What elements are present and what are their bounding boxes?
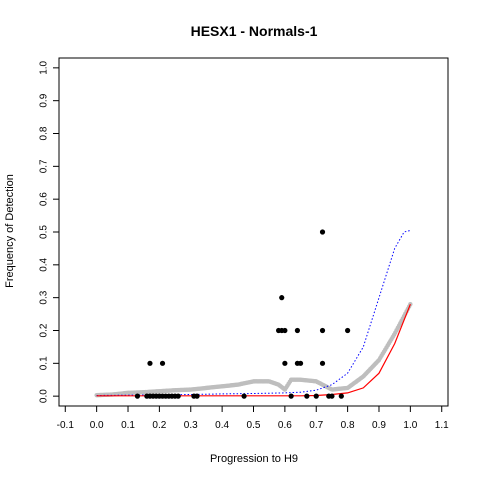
y-tick-label: 1.0 bbox=[39, 60, 50, 74]
data-point bbox=[241, 393, 247, 399]
chart-title: HESX1 - Normals-1 bbox=[191, 23, 318, 39]
data-point bbox=[194, 393, 200, 399]
x-tick-label: 0.9 bbox=[372, 420, 386, 431]
x-tick-label: 0.3 bbox=[184, 420, 198, 431]
fitted-curve-blue bbox=[96, 229, 411, 396]
data-point bbox=[338, 393, 344, 399]
y-tick-label: 0.2 bbox=[39, 323, 50, 337]
data-point bbox=[329, 393, 335, 399]
data-point bbox=[175, 393, 181, 399]
data-point bbox=[134, 393, 141, 399]
data-point bbox=[147, 360, 153, 366]
data-point bbox=[319, 327, 326, 334]
y-tick-label: 0.9 bbox=[39, 93, 50, 107]
data-point bbox=[304, 393, 310, 399]
x-tick-label: 0.5 bbox=[247, 420, 261, 431]
x-tick-label: 1.0 bbox=[403, 420, 417, 431]
x-tick-label: 1.1 bbox=[435, 420, 449, 431]
x-tick-label: 0.6 bbox=[278, 420, 292, 431]
data-point bbox=[159, 360, 166, 366]
data-point bbox=[282, 360, 288, 366]
x-tick-label: 0.0 bbox=[90, 420, 104, 431]
data-point bbox=[319, 360, 326, 366]
series-layer bbox=[94, 229, 413, 399]
y-tick-label: 0.0 bbox=[39, 389, 50, 403]
data-point bbox=[294, 327, 301, 334]
data-point bbox=[313, 393, 319, 399]
observed-points bbox=[134, 229, 351, 399]
data-point bbox=[345, 327, 351, 334]
x-tick-label: 0.7 bbox=[309, 420, 323, 431]
x-tick-label: 0.2 bbox=[152, 420, 166, 431]
data-point bbox=[319, 229, 326, 235]
y-tick-label: 0.1 bbox=[39, 356, 50, 370]
x-tick-label: 0.8 bbox=[341, 420, 355, 431]
data-point bbox=[288, 393, 294, 399]
data-point bbox=[279, 295, 285, 301]
smoothed-frequency-band bbox=[94, 302, 413, 398]
y-tick-label: 0.8 bbox=[39, 126, 50, 140]
y-tick-label: 0.3 bbox=[39, 290, 50, 304]
y-tick-label: 0.5 bbox=[39, 225, 50, 239]
x-tick-label: 0.1 bbox=[121, 420, 135, 431]
y-axis-label: Frequency of Detection bbox=[4, 174, 16, 288]
x-axis: -0.1 0.0 0.1 0.2 0.3 0.4 0.5 0.6 0.7 0.8 0.9 1.0 1.1 bbox=[57, 406, 449, 431]
data-point bbox=[282, 327, 288, 334]
y-tick-label: 0.7 bbox=[39, 159, 50, 173]
data-point bbox=[297, 360, 304, 366]
y-tick-label: 0.6 bbox=[39, 192, 50, 206]
x-tick-label: 0.4 bbox=[215, 420, 229, 431]
y-axis: 0.0 0.1 0.2 0.3 0.4 0.5 0.6 0.7 0.8 0.9 1.0 bbox=[39, 60, 59, 403]
x-tick-label: -0.1 bbox=[57, 420, 75, 431]
y-tick-label: 0.4 bbox=[39, 257, 50, 271]
x-axis-label: Progression to H9 bbox=[210, 453, 298, 465]
